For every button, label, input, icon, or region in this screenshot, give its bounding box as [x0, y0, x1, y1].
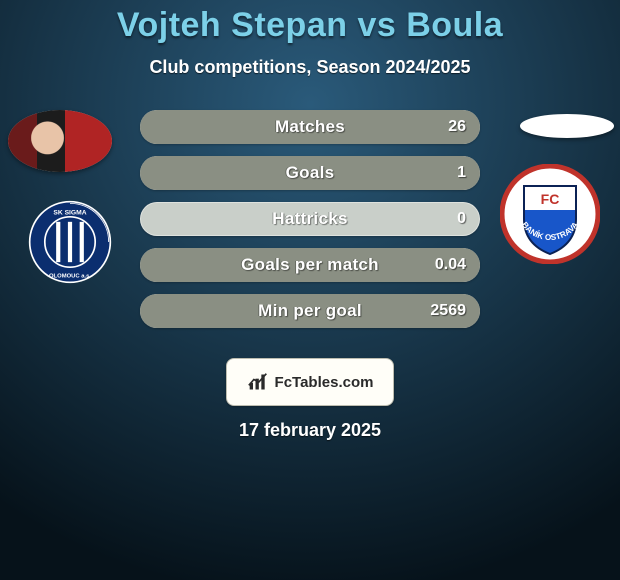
- stat-row: Matches26: [140, 110, 480, 144]
- stat-value-right: 26: [448, 110, 466, 144]
- stat-row: Goals1: [140, 156, 480, 190]
- player2-club-badge: FC BANÍK OSTRAVA: [500, 164, 600, 264]
- content: Vojteh Stepan vs Boula Club competitions…: [0, 0, 620, 580]
- comparison-area: SK SIGMA OLOMOUC a.s. FC BANÍK OSTRAVA: [0, 110, 620, 340]
- watermark-badge: FcTables.com: [226, 358, 394, 406]
- svg-text:OLOMOUC a.s.: OLOMOUC a.s.: [49, 273, 91, 279]
- stat-value-right: 2569: [430, 294, 466, 328]
- subtitle: Club competitions, Season 2024/2025: [0, 57, 620, 78]
- bar-chart-icon: [247, 372, 269, 392]
- stats-list: Matches26 Goals1 Hattricks0 Goals per match…: [140, 110, 480, 340]
- stat-label: Goals: [140, 156, 480, 190]
- stat-label: Hattricks: [140, 202, 480, 236]
- player1-face-placeholder: [8, 110, 112, 172]
- watermark-text: FcTables.com: [275, 374, 374, 391]
- comparison-card: Vojteh Stepan vs Boula Club competitions…: [0, 0, 620, 580]
- stat-row: Goals per match0.04: [140, 248, 480, 282]
- stat-label: Matches: [140, 110, 480, 144]
- banik-ostrava-badge-icon: FC BANÍK OSTRAVA: [500, 164, 600, 264]
- svg-text:SK SIGMA: SK SIGMA: [53, 209, 86, 216]
- stat-value-right: 1: [457, 156, 466, 190]
- svg-text:FC: FC: [541, 191, 560, 207]
- player2-avatar: [520, 114, 614, 138]
- player1-club-badge: SK SIGMA OLOMOUC a.s.: [28, 200, 112, 284]
- stat-value-right: 0.04: [435, 248, 466, 282]
- stat-label: Min per goal: [140, 294, 480, 328]
- sigma-olomouc-badge-icon: SK SIGMA OLOMOUC a.s.: [28, 200, 112, 284]
- date-text: 17 february 2025: [0, 420, 620, 441]
- stat-label: Goals per match: [140, 248, 480, 282]
- player1-avatar: [8, 110, 112, 172]
- stat-row: Hattricks0: [140, 202, 480, 236]
- stat-row: Min per goal2569: [140, 294, 480, 328]
- page-title: Vojteh Stepan vs Boula: [0, 6, 620, 45]
- stat-value-right: 0: [457, 202, 466, 236]
